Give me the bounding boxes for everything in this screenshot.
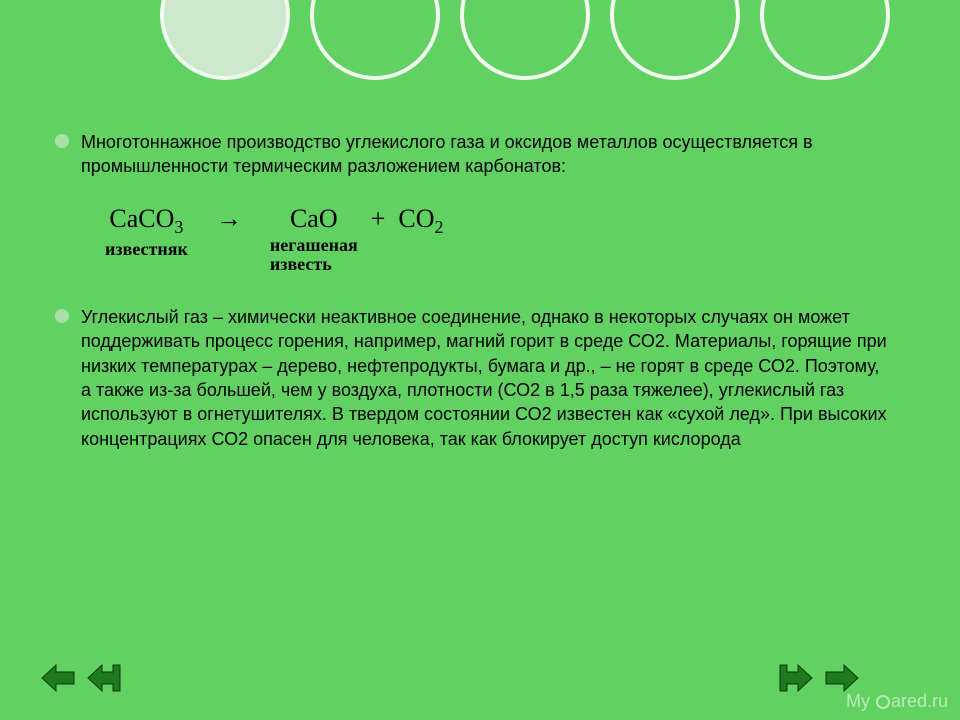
decor-circle	[760, 0, 890, 80]
decor-circles	[0, 0, 960, 80]
watermark-part2: ared.ru	[891, 691, 948, 711]
equation-plus: +	[366, 204, 391, 234]
nav-left-group	[40, 661, 122, 695]
last-button[interactable]	[778, 661, 814, 695]
watermark-circle-icon	[876, 695, 890, 709]
formula-co2: CO2	[398, 204, 443, 238]
watermark-part1: My	[846, 691, 875, 711]
home-button[interactable]	[86, 661, 122, 695]
bullet-text: Многотоннажное производство углекислого …	[81, 130, 890, 179]
bullet-marker	[55, 134, 69, 148]
chemical-equation: CaCO3 известняк → CaO негашеная известь …	[105, 204, 890, 276]
formula-caco3: CaCO3	[109, 204, 183, 238]
equation-reactant: CaCO3 известняк	[105, 204, 188, 260]
bullet-marker	[55, 309, 69, 323]
decor-circle	[460, 0, 590, 80]
label-quicklime: негашеная известь	[270, 236, 358, 276]
bullet-text: Углекислый газ – химически неактивное со…	[81, 305, 890, 451]
bullet-item: Многотоннажное производство углекислого …	[55, 130, 890, 179]
bullet-item: Углекислый газ – химически неактивное со…	[55, 305, 890, 451]
label-limestone: известняк	[105, 240, 188, 260]
slide-content: Многотоннажное производство углекислого …	[55, 130, 890, 473]
decor-circle	[160, 0, 290, 80]
formula-cao: CaO	[290, 204, 338, 234]
next-button[interactable]	[824, 661, 860, 695]
nav-right-group	[778, 661, 860, 695]
equation-product-co2: CO2	[398, 204, 443, 238]
decor-circle	[610, 0, 740, 80]
prev-button[interactable]	[40, 661, 76, 695]
watermark: My ared.ru	[846, 691, 948, 712]
equation-product-cao: CaO негашеная известь	[270, 204, 358, 276]
equation-arrow: →	[196, 204, 262, 234]
decor-circle	[310, 0, 440, 80]
